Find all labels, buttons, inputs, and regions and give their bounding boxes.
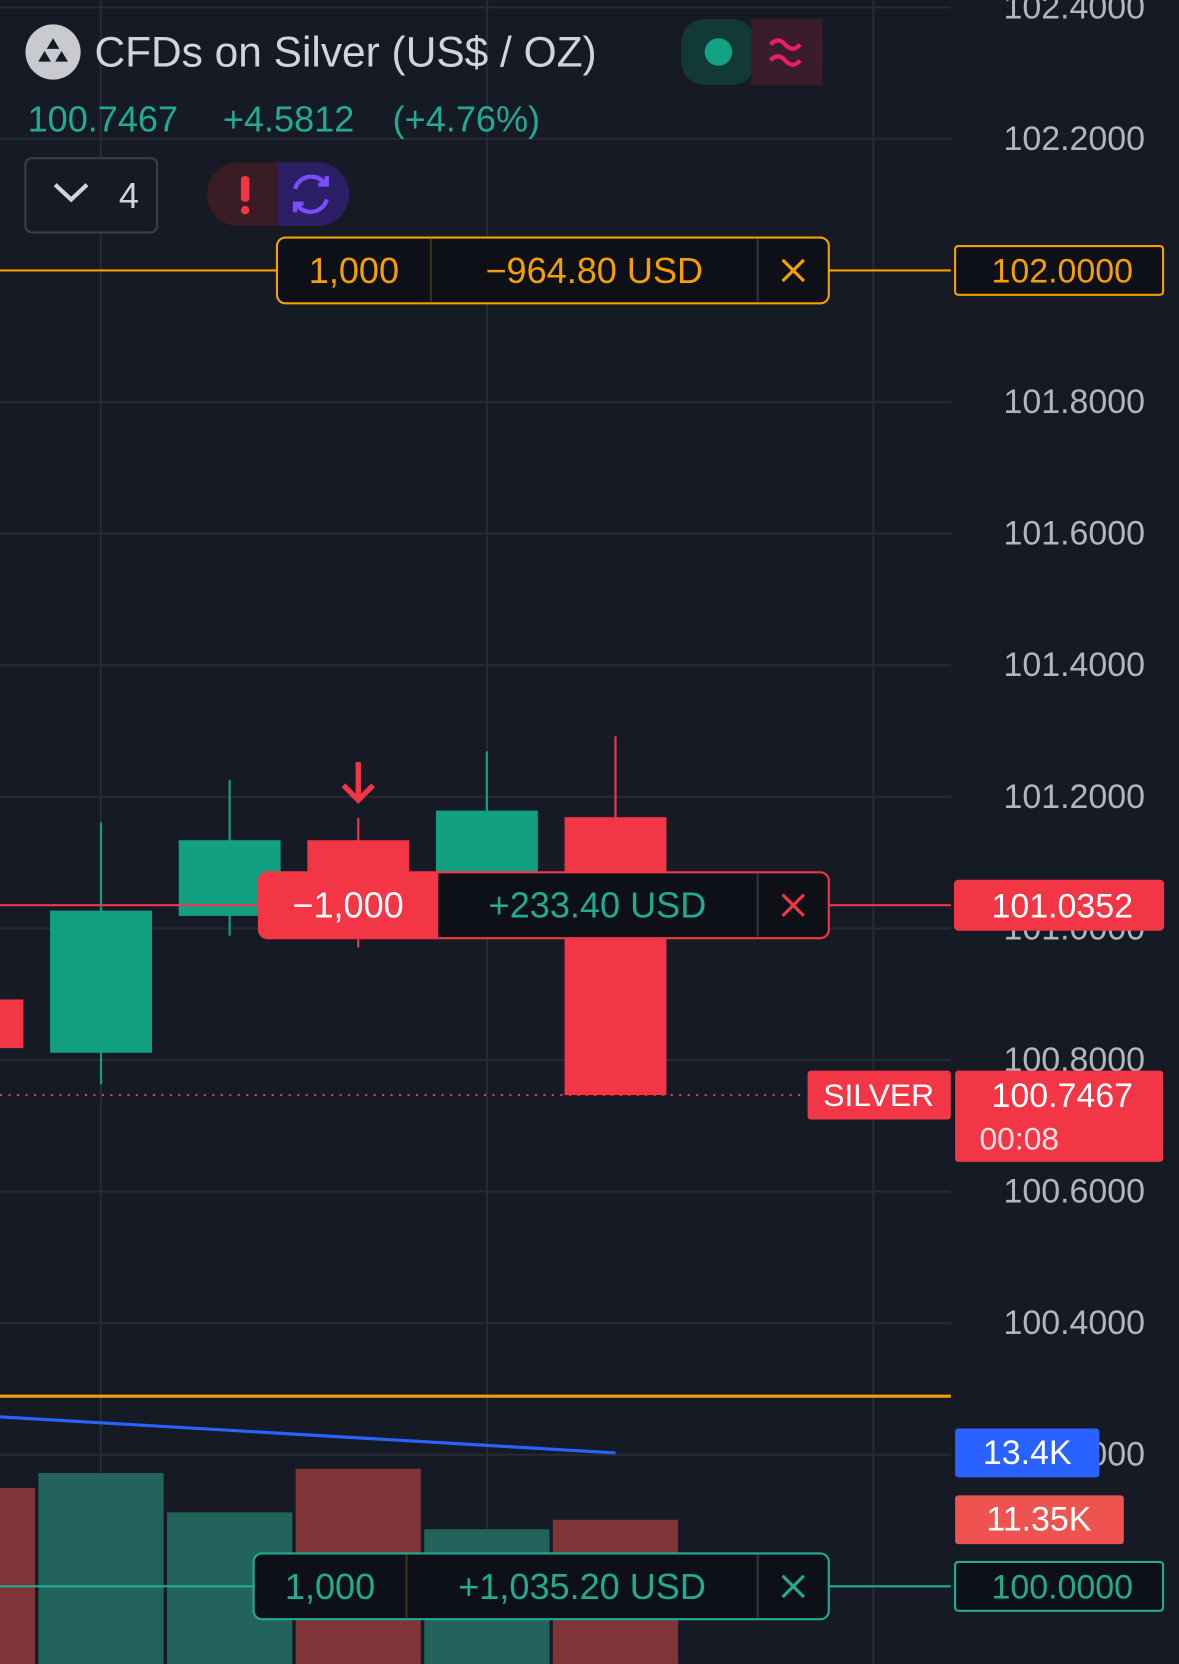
y-tick-label: 100.4000 — [1003, 1304, 1145, 1342]
candle-body — [50, 910, 152, 1053]
indicator-toggle[interactable] — [24, 157, 159, 234]
symbol-label: SILVER — [823, 1077, 934, 1113]
symbol-icon[interactable] — [25, 24, 81, 80]
order-quantity[interactable]: 1,000 — [309, 250, 399, 291]
volume-ma-line — [0, 1415, 616, 1455]
sync-icon — [292, 174, 329, 214]
candle-body — [564, 817, 667, 1096]
orders: 1,000 −964.80 USD −1,000 +233.40 USD 1,000 +1… — [0, 236, 951, 1621]
sell-marker — [341, 761, 375, 804]
countdown-label: 00:08 — [979, 1121, 1059, 1157]
order-price-label-bg — [954, 1560, 1165, 1612]
order-close[interactable] — [781, 893, 805, 917]
y-tick-label: 102.4000 — [1003, 0, 1145, 26]
change: +4.5812 — [223, 98, 354, 139]
order-qty-bg — [258, 872, 438, 939]
current-price-label: 100.7467 — [991, 1077, 1133, 1115]
price-labels: 100.2000100.4000100.6000100.8000101.0000… — [807, 0, 1165, 1612]
order-box[interactable] — [275, 236, 830, 305]
volume-ma-label-bg — [955, 1428, 1100, 1478]
order-price-label-bg — [954, 879, 1165, 931]
order-pnl[interactable]: +233.40 USD — [489, 885, 707, 926]
alert-icon — [240, 176, 250, 202]
order-quantity[interactable]: −1,000 — [292, 885, 403, 926]
order-price-label: 102.0000 — [991, 252, 1133, 290]
volume-bar — [0, 1487, 36, 1664]
y-tick-label: 102.2000 — [1003, 120, 1145, 158]
candle-body — [0, 999, 24, 1049]
order-price-label-bg — [954, 244, 1165, 296]
alert-icon-dot — [240, 205, 250, 215]
order-close[interactable] — [781, 1574, 805, 1599]
indicator-count: 4 — [119, 175, 139, 216]
header: CFDs on Silver (US$ / OZ) 100.7467 +4.58… — [24, 19, 823, 234]
order-pnl[interactable]: +1,035.20 USD — [458, 1566, 706, 1607]
y-tick-label: 101.6000 — [1003, 515, 1145, 553]
order-close[interactable] — [781, 258, 805, 283]
chevron — [53, 183, 89, 203]
volume-last-label: 11.35K — [986, 1501, 1091, 1539]
order-pnl[interactable]: −964.80 USD — [485, 250, 703, 291]
delayed-icon — [768, 38, 802, 67]
current-price-bg — [955, 1070, 1164, 1162]
y-tick-label: 101.4000 — [1003, 646, 1145, 684]
symbol-title[interactable]: CFDs on Silver (US$ / OZ) — [94, 29, 596, 76]
last-price: 100.7467 — [28, 98, 178, 139]
change-percent: (+4.76%) — [393, 98, 540, 139]
order-box[interactable] — [252, 1552, 830, 1621]
status-dot — [704, 38, 733, 66]
data-status-end — [751, 19, 823, 85]
volume-bar — [38, 1473, 164, 1664]
order-price-label: 101.0352 — [991, 887, 1133, 925]
y-tick-label: 100.6000 — [1003, 1173, 1145, 1211]
volume-last-label-bg — [955, 1495, 1124, 1545]
symbol-label-bg — [807, 1070, 951, 1120]
volume-ma-label: 13.4K — [983, 1434, 1072, 1472]
y-tick-label: 101.2000 — [1003, 778, 1145, 816]
grid — [0, 6, 951, 1456]
sync-pill[interactable] — [278, 162, 350, 227]
symbol-icon-bars — [38, 38, 68, 62]
order-quantity[interactable]: 1,000 — [285, 1566, 375, 1607]
y-tick-label: 101.8000 — [1003, 383, 1145, 421]
order-price-label: 100.0000 — [991, 1568, 1133, 1606]
